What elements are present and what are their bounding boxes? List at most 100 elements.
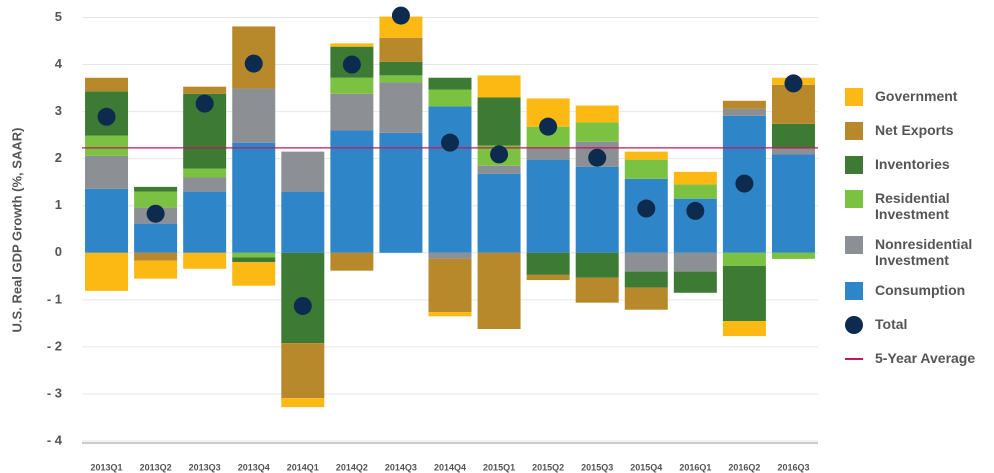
- bar-segment: [183, 191, 227, 253]
- total-dot: [784, 74, 803, 93]
- legend-item: Government: [845, 88, 990, 122]
- x-tick-label: 2016Q3: [777, 462, 809, 472]
- total-dot: [244, 54, 263, 73]
- bar-segment: [526, 252, 570, 275]
- bar-segment: [722, 252, 766, 266]
- legend-label: Inventories: [875, 156, 950, 172]
- bar-segment: [232, 142, 276, 253]
- bar-segment: [526, 126, 570, 148]
- y-tick-label: 2: [55, 150, 62, 165]
- bar-segment: [330, 43, 374, 47]
- bar-segment: [281, 191, 325, 253]
- total-dot: [97, 107, 116, 126]
- bar-segment: [477, 165, 521, 174]
- bar-segment: [85, 188, 129, 253]
- bar-segment: [379, 75, 423, 83]
- y-tick-label: 3: [55, 103, 62, 118]
- bar-segment: [575, 277, 619, 303]
- legend-label: 5-Year Average: [875, 350, 976, 366]
- y-tick-label: 1: [55, 197, 62, 212]
- legend-label: Nonresidential Investment: [875, 236, 973, 268]
- legend-marker: [845, 122, 863, 140]
- bar-segment: [624, 271, 668, 288]
- bar-segment: [771, 123, 815, 148]
- bar-segment: [722, 108, 766, 116]
- bar-segment: [330, 77, 374, 94]
- y-tick-label: - 4: [47, 432, 63, 447]
- bar-segment: [134, 186, 178, 192]
- x-tick-label: 2015Q1: [483, 462, 515, 472]
- bar-segment: [379, 82, 423, 133]
- bar-segment: [722, 265, 766, 322]
- legend-marker: [845, 316, 863, 334]
- bar-segment: [379, 16, 423, 38]
- bar-segment: [575, 122, 619, 142]
- bar-segment: [183, 168, 227, 178]
- legend-label: Government: [875, 88, 958, 104]
- bar-segment: [771, 154, 815, 253]
- bar-segment: [771, 252, 815, 259]
- legend-item: Nonresidential Investment: [845, 236, 990, 282]
- bar-segment: [232, 262, 276, 286]
- bar-segment: [134, 191, 178, 208]
- bar-segment: [428, 106, 472, 253]
- x-tick-label: 2013Q1: [91, 462, 123, 472]
- legend-marker: [845, 156, 863, 174]
- x-tick-label: 2013Q4: [238, 462, 270, 472]
- bar-segment: [624, 151, 668, 160]
- y-axis-label: U.S. Real GDP Growth (%, SAAR): [9, 128, 24, 333]
- bar-segment: [722, 321, 766, 337]
- bar-segment: [85, 155, 129, 189]
- bar-segment: [722, 100, 766, 109]
- bar-segment: [281, 398, 325, 408]
- bar-segment: [379, 132, 423, 253]
- y-tick-label: - 3: [47, 385, 62, 400]
- bar-segment: [183, 86, 227, 94]
- legend-marker: [845, 282, 863, 300]
- bar-segment: [232, 88, 276, 143]
- bar-segment: [428, 312, 472, 317]
- bar-segment: [232, 257, 276, 263]
- x-tick-label: 2013Q3: [189, 462, 221, 472]
- legend-marker: [845, 358, 863, 360]
- x-tick-label: 2015Q2: [532, 462, 564, 472]
- bar-segment: [526, 159, 570, 253]
- x-tick-label: 2016Q1: [679, 462, 711, 472]
- bar-segment: [575, 166, 619, 253]
- x-tick-label: 2015Q4: [630, 462, 662, 472]
- bar-segment: [624, 252, 668, 272]
- x-tick-label: 2016Q2: [728, 462, 760, 472]
- bar-segment: [85, 135, 129, 156]
- legend-item: Net Exports: [845, 122, 990, 156]
- bar-segment: [428, 258, 472, 313]
- bar-segment: [477, 75, 521, 98]
- bar-segment: [673, 252, 717, 272]
- total-dot: [588, 148, 607, 167]
- bar-segment: [330, 130, 374, 253]
- legend-item: Inventories: [845, 156, 990, 190]
- y-tick-label: - 1: [47, 291, 62, 306]
- x-tick-label: 2014Q1: [287, 462, 319, 472]
- total-dot: [391, 6, 410, 25]
- legend-item: Consumption: [845, 282, 990, 316]
- bar-segment: [281, 343, 325, 399]
- total-dot: [146, 204, 165, 223]
- legend-label: Net Exports: [875, 122, 954, 138]
- bar-segment: [134, 223, 178, 253]
- y-tick-label: 4: [55, 56, 63, 71]
- total-dot: [490, 145, 509, 164]
- total-dot: [637, 199, 656, 218]
- bar-segment: [85, 77, 129, 92]
- x-tick-label: 2015Q3: [581, 462, 613, 472]
- bar-segment: [85, 252, 129, 291]
- y-tick-label: 5: [55, 9, 62, 24]
- bar-segment: [575, 105, 619, 123]
- bar-segment: [624, 287, 668, 310]
- legend-item: 5-Year Average: [845, 350, 990, 384]
- bar-segment: [281, 151, 325, 192]
- bar-segment: [379, 61, 423, 76]
- bar-segment: [673, 184, 717, 199]
- bar-segment: [624, 159, 668, 179]
- total-dot: [342, 55, 361, 74]
